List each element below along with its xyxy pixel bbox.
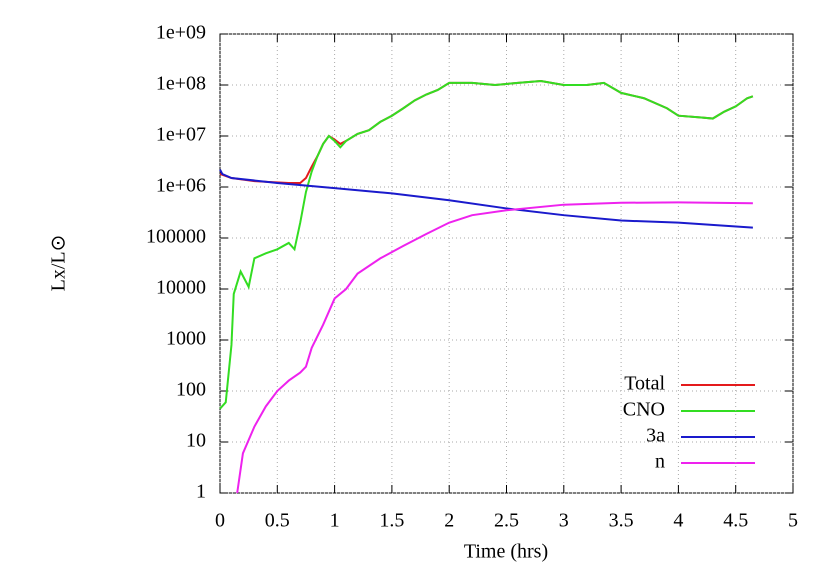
y-tick-label: 1e+07 [156,124,206,146]
y-tick-label: 1e+08 [156,73,206,95]
x-tick-label: 4.5 [723,510,748,532]
y-tick-label: 10000 [156,277,206,299]
x-tick-label: 1.5 [379,510,404,532]
series-line [219,169,753,229]
x-axis-label: Time (hrs) [464,541,548,563]
x-tick-label: 4 [673,510,683,532]
series-line [219,79,754,184]
legend: Total CNO 3a n [623,373,755,473]
y-tick-label: 1e+09 [156,22,206,44]
y-tick-label: 100 [176,379,206,401]
x-tick-label: 5 [788,510,798,532]
series-line [236,201,753,494]
y-tick-label: 10 [186,430,206,452]
x-tick-label: 2 [444,510,454,532]
x-tick-label: 1 [330,510,340,532]
x-tick-label: 3 [559,510,569,532]
legend-label: 3a [646,425,665,447]
x-tick-label: 2.5 [494,510,519,532]
legend-label: Total [624,373,665,395]
y-tick-label: 100000 [146,226,206,248]
series-line [219,79,754,410]
y-tick-label: 1000 [166,328,206,350]
legend-label: n [655,451,665,473]
x-tick-label: 0 [215,510,225,532]
legend-label: CNO [623,399,665,421]
x-tick-label: 3.5 [609,510,634,532]
y-axis-label: Lx/L⊙ [48,235,70,292]
x-tick-label: 0.5 [265,510,290,532]
y-tick-label: 1e+06 [156,175,206,197]
y-tick-label: 1 [196,481,206,503]
